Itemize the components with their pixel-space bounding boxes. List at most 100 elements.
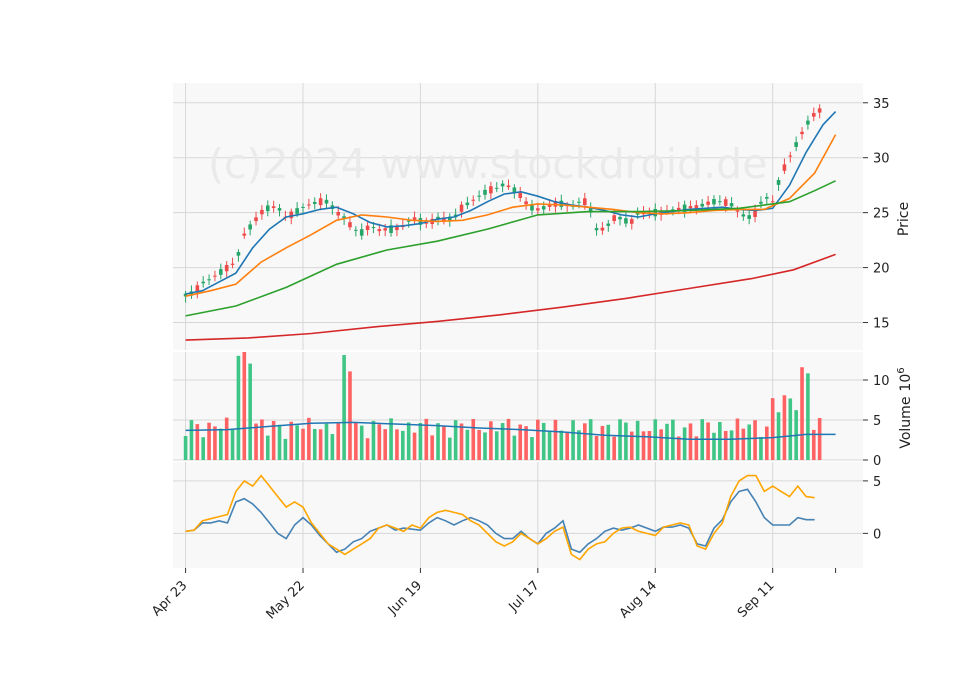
volume-bar [324,423,329,460]
candle-body [606,223,611,226]
candle-body [723,199,728,206]
candle-body [635,212,640,215]
volume-bar [629,431,634,460]
candle-body [600,227,605,231]
volume-bar [688,423,693,460]
candle-body [806,120,810,125]
volume-bar [489,421,493,460]
volume-bar [406,422,411,460]
candle-body [747,215,751,219]
moving-average-line-ma_mid [185,134,837,297]
candle-body [765,196,769,199]
volume-bar [671,419,675,460]
volume-bar [295,425,299,460]
candle-body [718,201,722,203]
volume-bar [383,429,387,460]
candle-body [694,205,699,210]
volume-bar [483,432,487,460]
volume-bar [330,434,335,460]
candle-body [242,233,247,236]
volume-bar [442,426,446,460]
candle-body [406,220,411,222]
volume-bar [541,422,546,460]
candle-body [295,208,299,214]
x-tick-label: Sep 11 [735,578,778,621]
volume-bar [371,420,376,460]
volume-bar [389,418,393,460]
price-panel: 15 20 25 30 35 [173,83,890,350]
candle-body [612,215,616,222]
volume-bar [254,423,258,460]
volume-bar [401,430,405,460]
volume-bar [776,412,781,460]
candle-body [459,204,464,212]
candle-body [629,219,634,224]
volume-bar [641,431,646,460]
volume-bar [348,371,352,460]
candle-body [547,204,552,207]
volume-bar [782,395,787,460]
volume-bar [459,423,464,460]
volume-bar [301,428,305,460]
x-axis: Apr 23 May 22 Jun 19 Jul 17 Aug 14 Sep 11 [149,568,837,622]
candle-body [248,224,252,230]
volume-bar [418,423,423,460]
volume-bar [471,418,476,460]
candle-body [500,183,505,187]
candle-body [359,229,364,236]
volume-bar [500,423,505,460]
volume-bar [365,438,370,460]
y-tick-label: 10 [873,374,890,389]
volume-bar [465,429,470,460]
candle-body [342,216,346,219]
macd-panel: 05 [173,462,881,568]
candle-body [559,200,564,208]
candle-body [307,204,311,206]
volume-bar [219,428,223,460]
candle-body [788,155,793,157]
candle-body [700,203,705,207]
volume-bar [201,437,205,460]
volume-bar [729,430,734,460]
volume-bar [647,431,652,460]
volume-bar [224,417,229,460]
volume-bar [600,425,605,460]
candle-body [671,209,675,211]
volume-bar [506,418,511,460]
x-tick-label: Jul 17 [506,578,543,615]
candle-body [524,201,528,205]
volume-bar [512,435,517,460]
candle-body [230,263,235,265]
candle-body [236,252,241,256]
volume-bar [665,423,669,460]
volume-bar [547,430,552,460]
volume-bar [189,420,194,460]
candle-body [265,205,270,212]
y-tick-label: 30 [873,152,890,167]
volume-bar [553,419,558,460]
volume-bar [453,420,458,460]
candle-body [536,208,540,211]
candle-body [277,208,282,211]
candle-body [541,206,546,210]
candle-body [518,192,523,198]
volume-bar [430,435,434,460]
volume-bar [588,419,593,460]
candle-body [782,164,787,171]
volume-bar [518,424,523,460]
panel-background [173,462,863,568]
candle-body [753,209,757,217]
volume-bar [800,367,804,460]
volume-bar [283,438,288,460]
volume-bar [289,421,294,460]
volume-bar [583,423,587,460]
candle-body [729,203,734,207]
moving-average-line-ma_slow [185,180,836,317]
candle-body [336,212,341,216]
volume-bar [565,431,569,460]
volume-bar [606,424,611,460]
volume-bar [494,431,499,460]
volume-bar [723,430,728,460]
candle-body [324,199,329,204]
